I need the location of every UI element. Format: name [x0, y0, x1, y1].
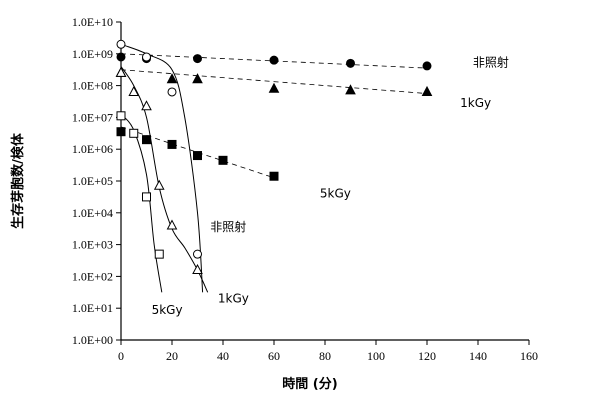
data-point	[167, 139, 177, 149]
data-point	[421, 85, 433, 96]
annotation-label: 1kGy	[460, 96, 491, 110]
x-tick-label: 140	[469, 349, 487, 363]
data-point	[269, 55, 279, 65]
markers	[115, 39, 433, 275]
annotation-label: 非照射	[473, 55, 509, 70]
data-point	[268, 82, 280, 93]
series-curve	[120, 66, 209, 293]
data-point	[218, 155, 228, 165]
data-point	[153, 179, 165, 190]
y-tick-label: 1.0E+06	[72, 142, 113, 156]
data-point	[116, 111, 126, 121]
x-tick-label: 60	[268, 349, 280, 363]
y-tick-label: 1.0E+01	[72, 301, 113, 315]
data-point	[166, 73, 178, 84]
series-curve	[120, 113, 163, 293]
data-point	[142, 52, 151, 62]
annotation-label: 5kGy	[152, 303, 183, 317]
annotations: 非照射 1kGy 5kGy 非照射 1kGy 5kGy	[152, 55, 509, 317]
x-tick-label: 80	[319, 349, 331, 363]
data-point	[422, 61, 432, 71]
data-point	[167, 87, 177, 97]
data-point	[345, 84, 356, 95]
data-point	[129, 128, 139, 138]
y-tick-label: 1.0E+08	[72, 79, 113, 93]
data-point	[116, 52, 126, 62]
x-tick-label: 20	[166, 349, 178, 363]
y-tick-label: 1.0E+03	[72, 238, 113, 252]
annotation-label: 5kGy	[320, 187, 351, 201]
y-tick-label: 1.0E+00	[72, 333, 113, 347]
annotation-label: 1kGy	[218, 292, 249, 306]
data-point	[142, 192, 151, 202]
data-point	[142, 135, 151, 145]
curves	[120, 43, 428, 293]
data-point	[166, 219, 178, 230]
data-point	[193, 54, 202, 64]
data-point	[141, 100, 152, 111]
y-tick-label: 1.0E+10	[72, 15, 113, 29]
y-tick-label: 1.0E+05	[72, 174, 113, 188]
axes: 1.0E+00 1.0E+01 1.0E+02 1.0E+03 1.0E+04 1.0E+…	[72, 15, 538, 363]
data-point	[193, 151, 202, 161]
y-tick-label: 1.0E+02	[72, 269, 113, 283]
data-point	[192, 263, 203, 275]
y-tick-label: 1.0E+09	[72, 47, 113, 61]
y-tick-label: 1.0E+07	[72, 110, 113, 124]
data-point	[154, 249, 164, 259]
annotation-label: 非照射	[210, 219, 246, 234]
data-point	[128, 85, 140, 96]
x-tick-label: 40	[217, 349, 229, 363]
x-tick-label: 100	[367, 349, 385, 363]
y-axis-label: 生存芽胞数/検体	[10, 132, 26, 229]
series-fit-line	[120, 69, 428, 94]
x-tick-label: 120	[418, 349, 436, 363]
data-point	[193, 249, 202, 259]
data-point	[346, 58, 355, 68]
data-point	[269, 171, 279, 181]
x-axis-label: 時間 (分)	[282, 376, 337, 392]
data-point	[115, 66, 127, 77]
data-point	[116, 127, 126, 137]
data-point	[192, 73, 203, 84]
x-tick-label: 160	[520, 349, 538, 363]
x-tick-label: 0	[118, 349, 124, 363]
y-tick-label: 1.0E+04	[72, 206, 113, 220]
data-point	[116, 39, 126, 49]
